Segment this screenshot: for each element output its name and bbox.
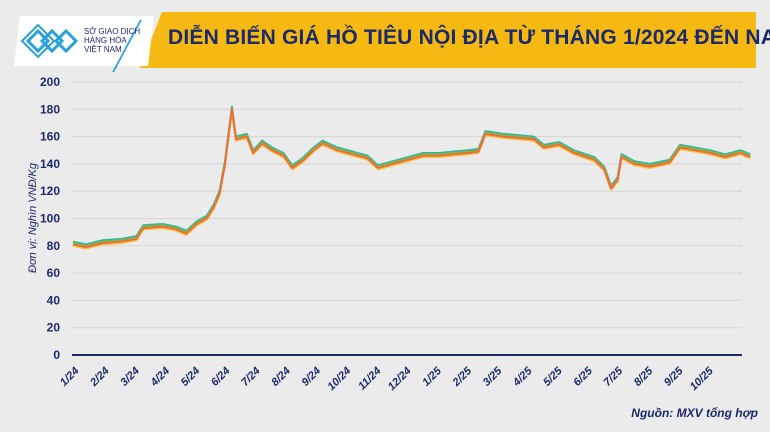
x-tick-label: 6/24 (209, 365, 233, 389)
y-tick-label: 40 (47, 293, 61, 307)
y-tick-label: 100 (40, 212, 60, 226)
title-banner (140, 12, 756, 68)
x-tick-label: 12/24 (386, 365, 414, 393)
x-tick-label: 3/25 (481, 364, 505, 388)
x-tick-label: 4/24 (148, 365, 172, 389)
y-tick-label: 0 (53, 348, 60, 362)
logo-text: SỞ GIAO DỊCH HÀNG HÓA VIỆT NAM (84, 27, 140, 54)
series-line-1 (72, 105, 751, 246)
y-tick-label: 140 (40, 157, 60, 171)
x-tick-label: 8/25 (632, 364, 656, 388)
x-tick-label: 1/25 (420, 364, 444, 388)
series-line-4 (72, 108, 751, 249)
x-tick-label: 2/25 (450, 364, 475, 389)
x-tick-label: 6/25 (571, 364, 595, 388)
y-tick-label: 120 (40, 184, 60, 198)
series-line-2 (72, 106, 751, 247)
x-tick-label: 9/24 (300, 365, 324, 389)
x-tick-label: 7/25 (602, 364, 626, 388)
y-tick-label: 160 (40, 130, 60, 144)
chart-title: DIỄN BIẾN GIÁ HỒ TIÊU NỘI ĐỊA TỪ THÁNG 1… (168, 26, 770, 49)
logo-line-1: SỞ GIAO DỊCH (84, 27, 141, 36)
x-tick-label: 2/24 (87, 365, 111, 389)
y-tick-label: 180 (40, 102, 60, 116)
logo-mark-icon (20, 23, 79, 59)
y-tick-label: 60 (47, 266, 61, 280)
x-tick-label: 5/25 (541, 364, 565, 388)
source-note: Nguồn: MXV tổng hợp (631, 406, 758, 420)
x-tick-label: 9/25 (662, 364, 686, 388)
y-tick-label: 80 (47, 239, 61, 253)
x-tick-label: 8/24 (269, 365, 293, 389)
logo-line-3: VIỆT NAM (84, 45, 122, 54)
x-tick-label: 10/24 (325, 365, 353, 393)
logo-line-2: HÀNG HÓA (84, 36, 127, 45)
x-tick-label: 4/25 (510, 364, 535, 389)
x-tick-label: 7/24 (239, 365, 263, 389)
y-tick-label: 20 (47, 321, 61, 335)
x-tick-label: 11/24 (356, 365, 383, 392)
x-tick-label: 1/24 (58, 365, 82, 389)
x-tick-label: 10/25 (688, 364, 717, 393)
y-tick-label: 200 (40, 75, 60, 89)
x-tick-label: 5/24 (179, 365, 203, 389)
x-tick-label: 3/24 (118, 365, 142, 389)
logo (14, 16, 154, 66)
